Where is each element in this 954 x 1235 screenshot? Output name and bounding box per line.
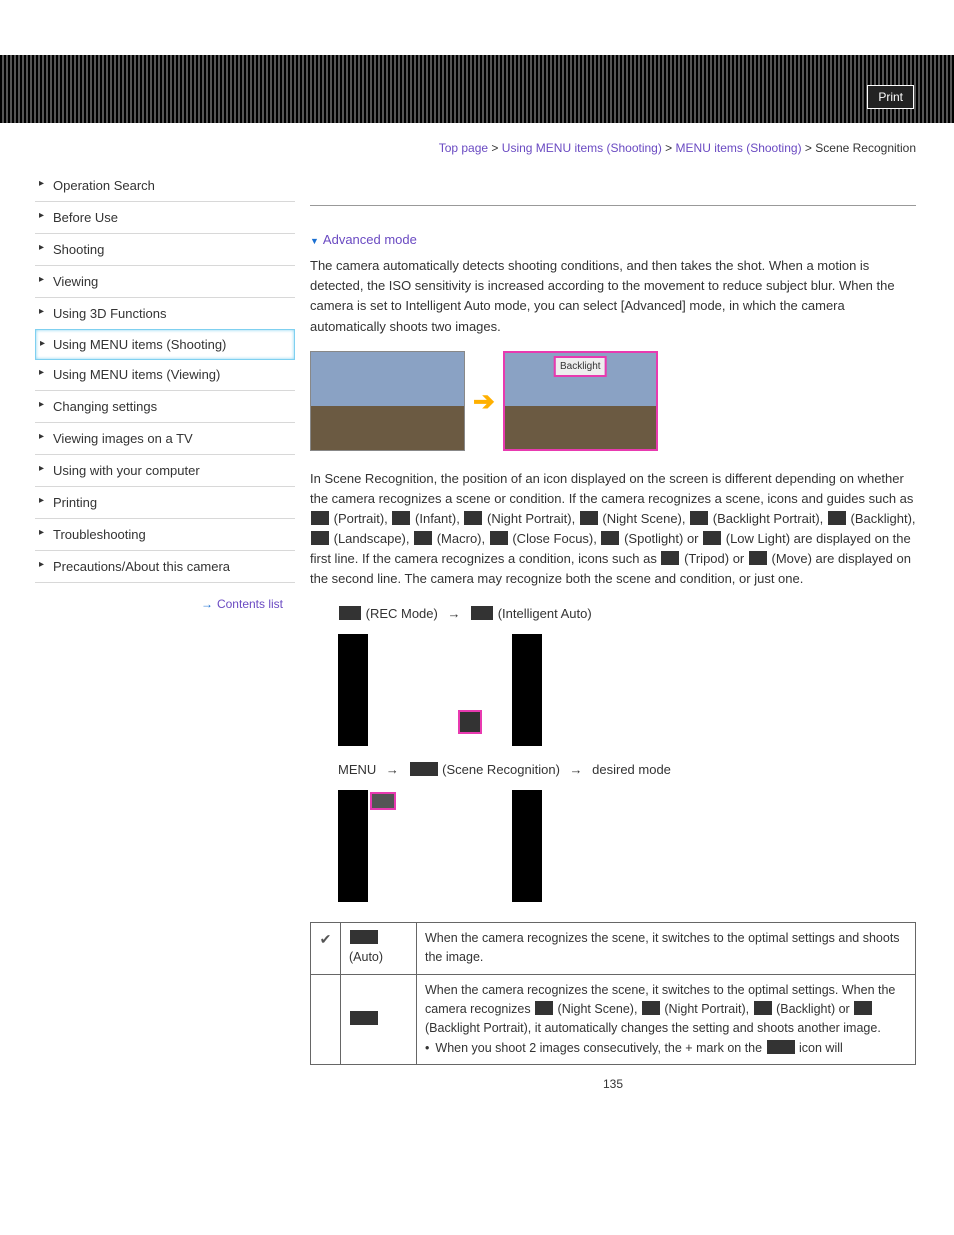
- night-scene-icon: [580, 511, 598, 525]
- crumb-menu-items[interactable]: MENU items (Shooting): [676, 141, 802, 155]
- header-band: Print: [0, 55, 954, 123]
- sidebar-item-using-with-your-computer[interactable]: Using with your computer: [35, 455, 295, 487]
- example-photo-after: Backlight: [503, 351, 658, 451]
- night-portrait-icon: [464, 511, 482, 525]
- modes-table: (Auto) When the camera recognizes the sc…: [310, 922, 916, 1065]
- sidebar-item-using-3d-functions[interactable]: Using 3D Functions: [35, 298, 295, 330]
- night-portrait-icon: [642, 1001, 660, 1015]
- infant-icon: [392, 511, 410, 525]
- sidebar-item-using-menu-items-shooting-[interactable]: Using MENU items (Shooting): [35, 329, 295, 360]
- breadcrumb: Top page > Using MENU items (Shooting) >…: [0, 123, 954, 165]
- sidebar-item-viewing[interactable]: Viewing: [35, 266, 295, 298]
- night-scene-icon: [535, 1001, 553, 1015]
- adv-desc: When the camera recognizes the scene, it…: [417, 974, 916, 1065]
- lcd-highlight-menu: [372, 794, 394, 808]
- advanced-mode-link[interactable]: Advanced mode: [310, 230, 417, 250]
- page-number: 135: [310, 1075, 916, 1094]
- low-light-icon: [703, 531, 721, 545]
- lcd-illustration-1: [338, 634, 542, 746]
- sidebar-item-troubleshooting[interactable]: Troubleshooting: [35, 519, 295, 551]
- sidebar-item-before-use[interactable]: Before Use: [35, 202, 295, 234]
- divider: [310, 205, 916, 206]
- sidebar-item-changing-settings[interactable]: Changing settings: [35, 391, 295, 423]
- sidebar-item-viewing-images-on-a-tv[interactable]: Viewing images on a TV: [35, 423, 295, 455]
- intelligent-auto-icon: [471, 606, 493, 620]
- example-image-row: ➔ Backlight: [310, 351, 916, 451]
- intro-text: The camera automatically detects shootin…: [310, 256, 916, 337]
- sidebar-item-precautions-about-this-camera[interactable]: Precautions/About this camera: [35, 551, 295, 583]
- nav-list: Operation SearchBefore UseShootingViewin…: [35, 170, 295, 583]
- move-icon: [749, 551, 767, 565]
- backlight-icon: [754, 1001, 772, 1015]
- sidebar-item-printing[interactable]: Printing: [35, 487, 295, 519]
- landscape-icon: [311, 531, 329, 545]
- table-row: (Auto) When the camera recognizes the sc…: [311, 922, 916, 974]
- backlight-tag: Backlight: [556, 358, 605, 376]
- lcd-illustration-2: [338, 790, 542, 902]
- table-row: When the camera recognizes the scene, it…: [311, 974, 916, 1065]
- rec-mode-icon: [339, 606, 361, 620]
- crumb-top[interactable]: Top page: [439, 141, 488, 155]
- crumb-menu-shooting[interactable]: Using MENU items (Shooting): [502, 141, 662, 155]
- portrait-icon: [311, 511, 329, 525]
- backlight-icon: [828, 511, 846, 525]
- backlight-portrait-icon: [690, 511, 708, 525]
- auto-mode-icon: [350, 930, 378, 944]
- check-icon: [320, 933, 332, 947]
- contents-list-link[interactable]: Contents list: [35, 583, 295, 611]
- scn-icon: [410, 762, 438, 776]
- lcd-highlight-icon: [460, 712, 480, 732]
- crumb-current: Scene Recognition: [815, 141, 916, 155]
- main-content: Advanced mode The camera automatically d…: [295, 165, 954, 1112]
- auto-desc: When the camera recognizes the scene, it…: [417, 922, 916, 974]
- step-menu: MENU → (Scene Recognition) → desired mod…: [338, 760, 916, 780]
- tripod-icon: [661, 551, 679, 565]
- example-photo-before: [310, 351, 465, 451]
- backlight-portrait-icon: [854, 1001, 872, 1015]
- close-focus-icon: [490, 531, 508, 545]
- sidebar-item-shooting[interactable]: Shooting: [35, 234, 295, 266]
- sidebar-item-using-menu-items-viewing-[interactable]: Using MENU items (Viewing): [35, 359, 295, 391]
- arrow-icon: ➔: [473, 381, 495, 421]
- step-rec-mode: (REC Mode) → (Intelligent Auto): [338, 604, 916, 624]
- sidebar-item-operation-search[interactable]: Operation Search: [35, 170, 295, 202]
- spotlight-icon: [601, 531, 619, 545]
- scn-plus-icon: [767, 1040, 795, 1054]
- sidebar: Operation SearchBefore UseShootingViewin…: [0, 165, 295, 1112]
- scene-recognition-text: In Scene Recognition, the position of an…: [310, 469, 916, 590]
- macro-icon: [414, 531, 432, 545]
- print-button[interactable]: Print: [867, 85, 914, 109]
- adv-mode-icon: [350, 1011, 378, 1025]
